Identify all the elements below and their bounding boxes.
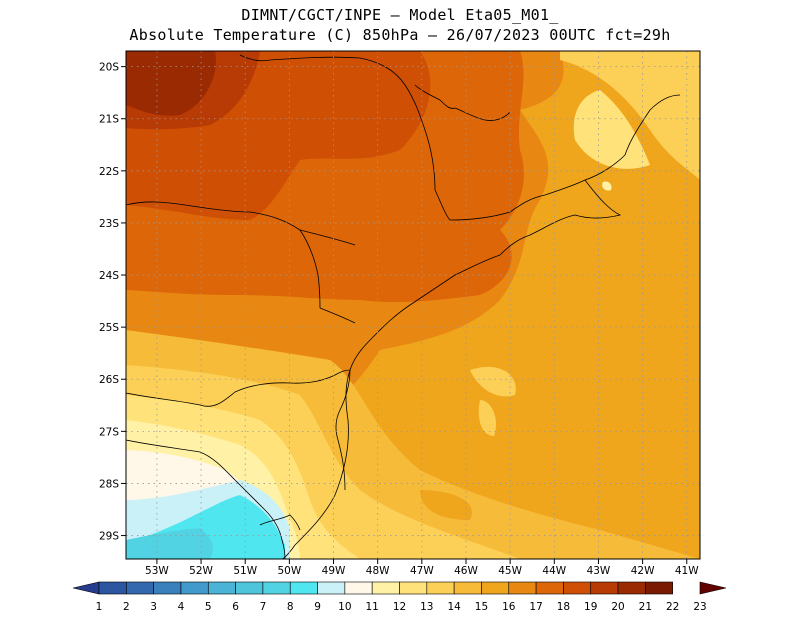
colorbar-segment [481, 581, 510, 595]
colorbar-segment [317, 581, 346, 595]
colorbar-label: 2 [123, 601, 130, 613]
colorbar-segment [235, 581, 264, 595]
colorbar-segment [289, 581, 318, 595]
colorbar-label: 22 [666, 601, 679, 613]
colorbar-segment [563, 581, 592, 595]
colorbar-segment [180, 581, 209, 595]
colorbar-segment [645, 581, 673, 595]
colorbar-label: 12 [393, 601, 406, 613]
colorbar-segment [617, 581, 646, 595]
chart-title-line-1: DIMNT/CGCT/INPE – Model Eta05_M01_ [241, 6, 559, 24]
lat-label: 27S [99, 426, 119, 438]
lon-label: 45W [498, 565, 522, 577]
lat-label: 29S [99, 531, 119, 543]
lat-label: 22S [99, 166, 119, 178]
colorbar-label: 19 [584, 601, 597, 613]
lat-label: 26S [99, 374, 119, 386]
colorbar-segment [126, 581, 154, 595]
colorbar-label: 18 [557, 601, 570, 613]
chart-title-line-2: Absolute Temperature (C) 850hPa – 26/07/… [129, 26, 671, 44]
colorbar-segment [508, 581, 537, 595]
colorbar [72, 581, 727, 595]
colorbar-segment [399, 581, 428, 595]
lon-label: 53W [145, 565, 169, 577]
lat-label: 23S [99, 218, 119, 230]
colorbar-label: 14 [447, 601, 461, 613]
lon-label: 46W [454, 565, 478, 577]
graticule [126, 51, 700, 559]
axis-ticks [121, 66, 688, 564]
colorbar-label: 23 [693, 601, 706, 613]
lon-label: 48W [366, 565, 390, 577]
colorbar-label: 3 [150, 601, 157, 613]
longitude-labels: 53W 52W 51W 50W 49W 48W 47W 46W 45W 44W 43W 42W 41W [145, 565, 699, 577]
colorbar-segment [153, 581, 182, 595]
colorbar-segment [426, 581, 455, 595]
lat-label: 28S [99, 478, 119, 490]
colorbar-labels: 1 2 3 4 5 6 7 8 9 10 11 12 13 14 15 16 17 18 19 20 21 22 23 [96, 601, 707, 613]
lon-label: 50W [277, 565, 301, 577]
colorbar-label: 1 [96, 601, 103, 613]
lat-label: 24S [99, 270, 119, 282]
map-frame [125, 50, 701, 560]
colorbar-label: 4 [178, 601, 185, 613]
colorbar-segment [207, 581, 236, 595]
colorbar-arrow-low [72, 581, 100, 595]
colorbar-label: 16 [502, 601, 516, 613]
colorbar-segment [344, 581, 373, 595]
lat-label: 25S [99, 322, 119, 334]
colorbar-segment [590, 581, 619, 595]
colorbar-label: 5 [205, 601, 212, 613]
lon-label: 49W [322, 565, 346, 577]
lon-label: 43W [587, 565, 611, 577]
lon-label: 51W [233, 565, 257, 577]
lon-label: 47W [410, 565, 434, 577]
colorbar-label: 15 [475, 601, 488, 613]
colorbar-label: 6 [232, 601, 239, 613]
latitude-labels: 20S 21S 22S 23S 24S 25S 26S 27S 28S 29S [99, 62, 119, 543]
colorbar-label: 17 [529, 601, 542, 613]
colorbar-segment [535, 581, 564, 595]
lat-label: 20S [99, 62, 119, 74]
colorbar-label: 20 [611, 601, 624, 613]
colorbar-label: 13 [420, 601, 433, 613]
lat-label: 21S [99, 114, 119, 126]
colorbar-segment [262, 581, 291, 595]
colorbar-segment [371, 581, 400, 595]
colorbar-label: 10 [338, 601, 351, 613]
colorbar-segment [453, 581, 482, 595]
colorbar-label: 8 [287, 601, 294, 613]
lon-label: 41W [675, 565, 699, 577]
temperature-field [126, 51, 700, 559]
coastline-borders [126, 54, 681, 559]
colorbar-arrow-high [699, 581, 727, 595]
colorbar-label: 7 [260, 601, 267, 613]
colorbar-label: 9 [314, 601, 321, 613]
colorbar-label: 21 [639, 601, 652, 613]
lon-label: 44W [542, 565, 566, 577]
lon-label: 42W [631, 565, 655, 577]
colorbar-label: 11 [365, 601, 378, 613]
colorbar-segment [98, 581, 127, 595]
lon-label: 52W [189, 565, 213, 577]
